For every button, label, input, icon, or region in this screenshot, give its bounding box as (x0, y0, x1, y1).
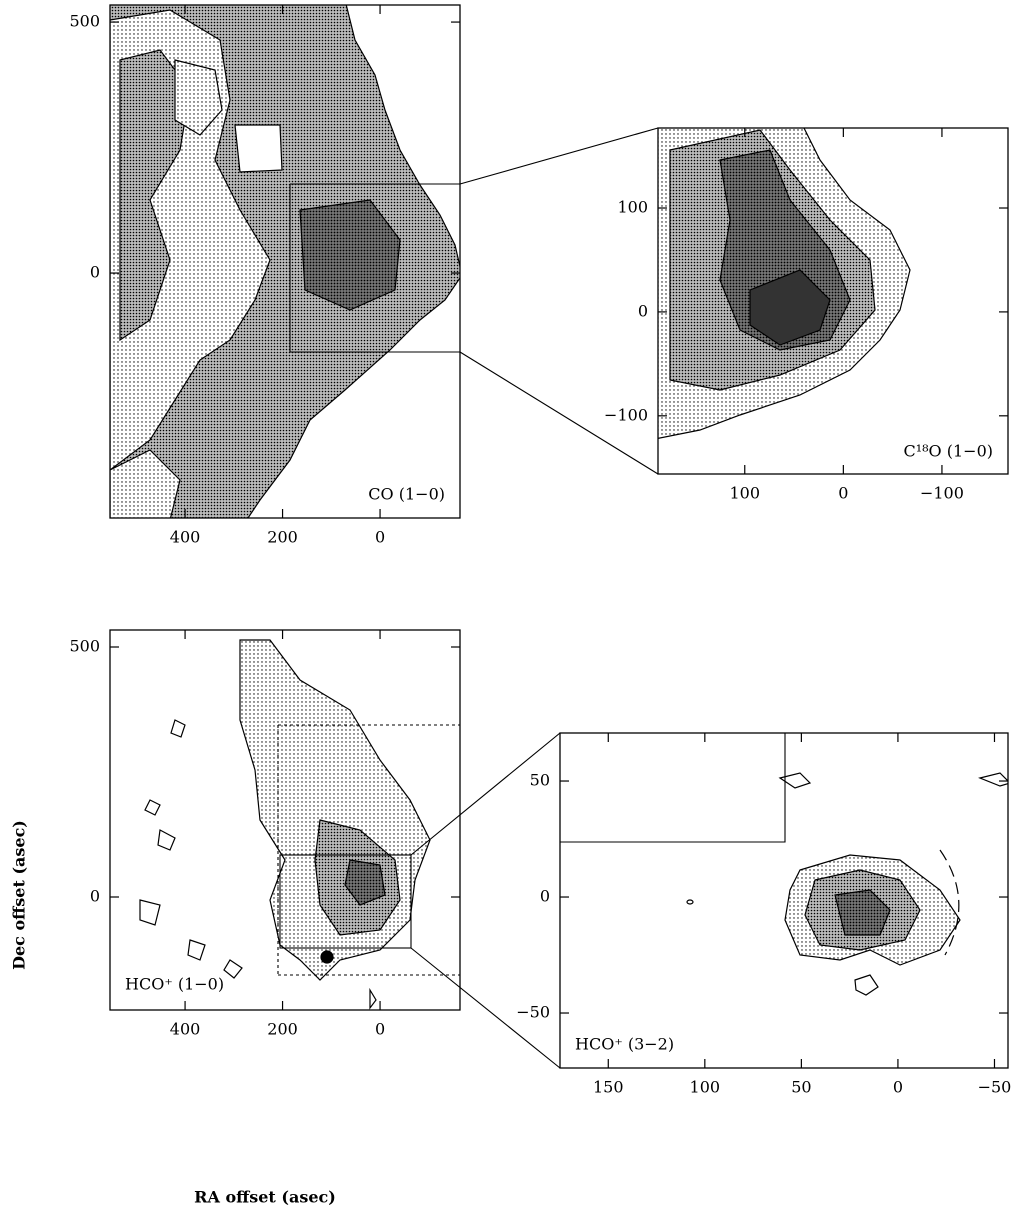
x-tick-label: 0 (375, 528, 385, 547)
x-tick-label: −100 (920, 484, 964, 503)
y-tick-label: −50 (516, 1003, 550, 1022)
y-axis-label: Dec offset (asec) (10, 820, 29, 970)
plot-frame (109, 4, 461, 519)
y-tick-label: −100 (604, 405, 648, 424)
hco-10-contours (139, 639, 460, 1010)
y-tick-label: 50 (530, 771, 550, 790)
plot-frame (559, 732, 1009, 1069)
hco-32-contours (560, 733, 1008, 996)
y-tick-label: 0 (540, 887, 550, 906)
x-tick-label: 200 (267, 528, 298, 547)
x-axis-label: RA offset (asec) (194, 1188, 336, 1207)
x-tick-label: 100 (690, 1078, 721, 1097)
panel-label: CO (1−0) (368, 485, 445, 504)
x-tick-label: 150 (593, 1078, 624, 1097)
zoom-connectors (289, 127, 659, 1069)
x-tick-label: 400 (170, 528, 201, 547)
co-contours (110, 5, 460, 518)
x-tick-label: −50 (978, 1078, 1012, 1097)
panel-label: HCO⁺ (3−2) (575, 1035, 674, 1054)
panel-label: C¹⁸O (1−0) (903, 442, 993, 461)
x-tick-label: 50 (791, 1078, 811, 1097)
plot-frame (109, 629, 461, 1011)
y-tick-label: 500 (69, 12, 100, 31)
x-tick-label: 400 (170, 1020, 201, 1039)
y-tick-label: 0 (90, 263, 100, 282)
x-tick-label: 0 (893, 1078, 903, 1097)
y-tick-label: 100 (617, 198, 648, 217)
x-tick-label: 0 (375, 1020, 385, 1039)
y-tick-label: 500 (69, 637, 100, 656)
plot-frame (657, 127, 1009, 475)
x-tick-label: 100 (729, 484, 760, 503)
x-tick-label: 0 (838, 484, 848, 503)
c18o-contours (658, 128, 911, 440)
y-tick-label: 0 (638, 301, 648, 320)
y-tick-label: 0 (90, 887, 100, 906)
panel-label: HCO⁺ (1−0) (125, 975, 224, 994)
x-tick-label: 200 (267, 1020, 298, 1039)
